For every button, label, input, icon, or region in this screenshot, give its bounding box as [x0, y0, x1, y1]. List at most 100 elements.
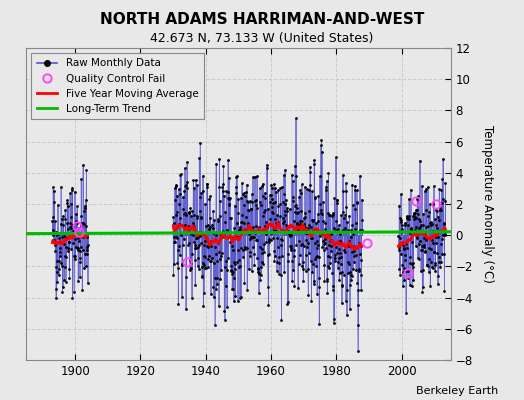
- Point: [77, 176, 85, 182]
- Point: [330, 225, 339, 232]
- Point: [242, 226, 250, 232]
- Point: [268, 196, 276, 202]
- Point: [314, 193, 323, 200]
- Point: [421, 249, 430, 256]
- Point: [342, 180, 350, 187]
- Point: [422, 262, 431, 268]
- Point: [329, 287, 337, 294]
- Point: [406, 230, 414, 236]
- Point: [179, 206, 188, 212]
- Point: [175, 243, 183, 250]
- Point: [434, 272, 443, 279]
- Point: [334, 265, 342, 272]
- Point: [309, 280, 318, 287]
- Point: [80, 265, 89, 271]
- Point: [312, 245, 321, 251]
- Point: [179, 242, 187, 248]
- Point: [211, 275, 219, 281]
- Point: [233, 298, 242, 304]
- Point: [219, 228, 227, 235]
- Point: [347, 227, 355, 233]
- Point: [171, 197, 179, 204]
- Point: [268, 209, 277, 216]
- Point: [248, 190, 256, 197]
- Point: [62, 234, 70, 241]
- Point: [343, 312, 351, 318]
- Point: [201, 254, 209, 260]
- Point: [351, 183, 359, 189]
- Point: [176, 215, 184, 222]
- Point: [313, 238, 321, 244]
- Point: [76, 259, 84, 265]
- Point: [79, 162, 88, 168]
- Point: [180, 188, 189, 194]
- Point: [281, 208, 289, 214]
- Point: [254, 270, 263, 276]
- Point: [433, 225, 441, 232]
- Point: [213, 274, 221, 281]
- Point: [254, 268, 262, 275]
- Point: [285, 299, 293, 305]
- Point: [173, 247, 182, 254]
- Point: [64, 226, 72, 232]
- Point: [357, 286, 365, 293]
- Point: [357, 272, 365, 278]
- Point: [195, 208, 204, 214]
- Point: [73, 203, 81, 209]
- Point: [51, 242, 59, 248]
- Point: [51, 248, 60, 254]
- Point: [399, 283, 407, 289]
- Point: [328, 270, 336, 276]
- Point: [277, 236, 285, 242]
- Point: [423, 262, 431, 268]
- Point: [423, 184, 432, 190]
- Point: [352, 220, 361, 226]
- Point: [410, 209, 418, 216]
- Point: [231, 203, 239, 209]
- Point: [427, 246, 435, 252]
- Point: [409, 212, 417, 219]
- Point: [200, 290, 208, 296]
- Point: [350, 253, 358, 259]
- Point: [418, 183, 426, 190]
- Point: [186, 267, 194, 273]
- Point: [56, 244, 64, 251]
- Point: [311, 255, 320, 262]
- Point: [181, 212, 190, 218]
- Point: [235, 227, 244, 234]
- Point: [318, 229, 326, 236]
- Point: [395, 244, 403, 250]
- Point: [262, 231, 270, 237]
- Point: [50, 188, 58, 194]
- Point: [188, 208, 196, 214]
- Point: [319, 238, 327, 244]
- Point: [439, 156, 447, 162]
- Point: [169, 234, 178, 240]
- Point: [202, 180, 211, 187]
- Point: [320, 241, 328, 248]
- Point: [210, 217, 219, 223]
- Point: [180, 235, 188, 242]
- Point: [429, 201, 438, 207]
- Point: [344, 227, 352, 234]
- Point: [194, 234, 202, 240]
- Point: [185, 228, 193, 235]
- Point: [310, 157, 318, 163]
- Point: [288, 172, 296, 178]
- Point: [240, 220, 248, 226]
- Point: [397, 191, 405, 198]
- Point: [427, 222, 435, 229]
- Point: [239, 190, 248, 196]
- Point: [190, 239, 198, 245]
- Point: [204, 244, 213, 251]
- Point: [356, 227, 364, 233]
- Point: [237, 245, 246, 251]
- Point: [170, 220, 179, 226]
- Point: [226, 194, 234, 201]
- Point: [336, 238, 345, 244]
- Point: [194, 242, 203, 248]
- Point: [309, 218, 317, 224]
- Point: [51, 218, 59, 224]
- Point: [193, 255, 202, 261]
- Point: [261, 206, 269, 213]
